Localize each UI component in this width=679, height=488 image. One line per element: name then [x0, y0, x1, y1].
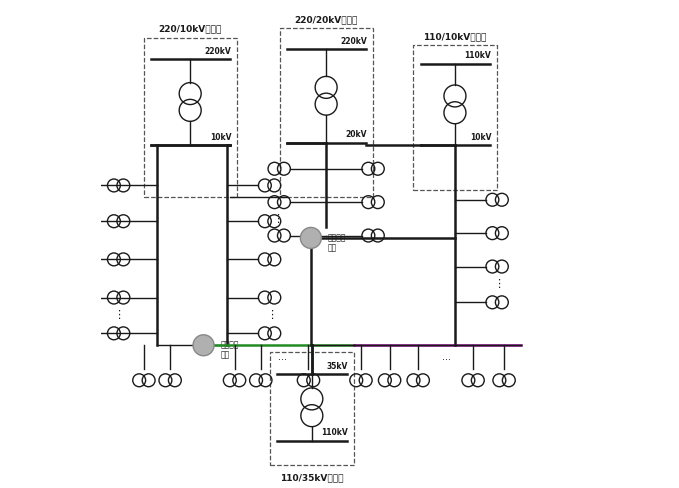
Bar [280, 28, 373, 197]
Text: 110/10kV变电站: 110/10kV变电站 [424, 32, 487, 41]
Text: 10kV: 10kV [470, 133, 491, 142]
Text: 功率交换
节点: 功率交换 节点 [327, 233, 346, 252]
Text: 220/10kV变电站: 220/10kV变电站 [159, 25, 222, 34]
Bar [414, 45, 497, 190]
Text: ⋮: ⋮ [272, 214, 283, 224]
Text: 220kV: 220kV [340, 37, 367, 46]
Text: 35kV: 35kV [327, 362, 348, 370]
Text: 220/20kV变电站: 220/20kV变电站 [295, 15, 358, 24]
Text: 110/35kV变电站: 110/35kV变电站 [280, 473, 344, 482]
Text: 220kV: 220kV [204, 47, 232, 56]
Text: ...: ... [442, 352, 452, 362]
Text: ...: ... [278, 352, 287, 362]
Bar [270, 352, 354, 465]
Circle shape [300, 227, 321, 248]
Text: ⋮: ⋮ [493, 280, 504, 289]
Text: 110kV: 110kV [321, 428, 348, 437]
Text: ⋮: ⋮ [113, 310, 124, 321]
Text: 功率交换
节点: 功率交换 节点 [220, 340, 239, 360]
Text: 110kV: 110kV [464, 51, 491, 61]
Bar [144, 38, 237, 197]
Text: ⋮: ⋮ [265, 310, 277, 321]
Text: 10kV: 10kV [210, 133, 232, 142]
Text: 20kV: 20kV [346, 130, 367, 139]
Circle shape [193, 335, 214, 356]
